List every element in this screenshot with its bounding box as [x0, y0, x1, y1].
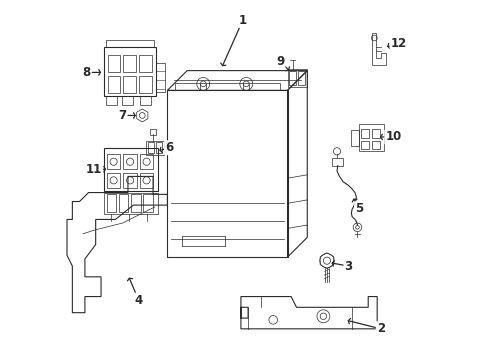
Bar — [147, 142, 154, 153]
Bar — [106, 194, 116, 212]
Bar — [332, 158, 343, 166]
Text: 7: 7 — [118, 109, 126, 122]
Text: 6: 6 — [165, 141, 173, 154]
Text: 8: 8 — [82, 66, 91, 79]
Bar — [371, 140, 379, 149]
Bar — [298, 71, 304, 85]
Bar — [351, 130, 359, 146]
Bar — [145, 140, 163, 155]
Bar — [287, 69, 306, 87]
Bar — [361, 129, 368, 138]
Bar — [106, 154, 120, 169]
Bar — [361, 140, 368, 149]
Bar — [122, 96, 133, 105]
Text: 4: 4 — [134, 294, 142, 307]
Bar — [140, 96, 151, 105]
Text: 5: 5 — [354, 202, 363, 215]
Bar — [123, 154, 137, 169]
Bar — [140, 154, 153, 169]
Bar — [119, 194, 128, 212]
Bar — [156, 63, 164, 92]
Bar — [371, 129, 379, 138]
Bar — [106, 173, 120, 188]
Bar — [123, 173, 137, 188]
Text: 9: 9 — [276, 55, 284, 68]
Text: 1: 1 — [238, 14, 246, 27]
Bar — [105, 40, 154, 47]
Bar — [123, 55, 136, 72]
Text: 3: 3 — [344, 260, 352, 273]
Bar — [131, 194, 140, 212]
Bar — [156, 142, 162, 153]
Bar — [140, 173, 153, 188]
Bar — [139, 76, 152, 93]
Bar — [167, 90, 287, 257]
Bar — [359, 125, 383, 151]
Text: 12: 12 — [390, 37, 406, 50]
Text: 10: 10 — [385, 130, 401, 144]
Bar — [104, 47, 156, 96]
Bar — [143, 194, 152, 212]
Text: 2: 2 — [376, 322, 384, 335]
Bar — [104, 148, 158, 191]
Bar — [139, 55, 152, 72]
Bar — [104, 193, 158, 214]
Bar — [107, 55, 120, 72]
Bar — [289, 71, 295, 85]
Bar — [107, 76, 120, 93]
Bar — [150, 130, 156, 135]
Text: 11: 11 — [85, 163, 102, 176]
Bar — [105, 96, 117, 105]
Bar — [123, 76, 136, 93]
